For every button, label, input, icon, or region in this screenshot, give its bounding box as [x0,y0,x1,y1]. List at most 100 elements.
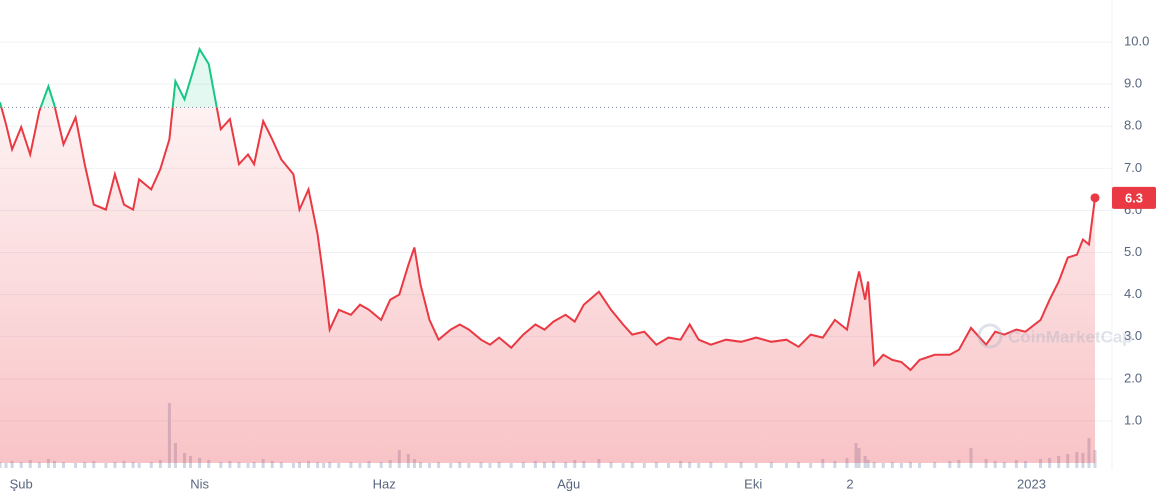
volume-bar [322,463,326,468]
y-tick-label: 9.0 [1124,76,1142,91]
volume-bar [237,462,241,468]
x-tick-label: Haz [373,476,396,491]
volume-bar [291,463,295,468]
volume-bar [552,461,556,468]
volume-bar [918,463,922,468]
x-tick-label: 2023 [1017,476,1046,491]
volume-bar [479,462,483,468]
volume-bar [428,463,432,468]
x-tick-label: Şub [10,476,33,491]
volume-bar [821,459,825,468]
volume-bar [28,460,32,468]
x-tick-label: 2 [846,476,853,491]
above-group [0,46,218,108]
area-down [0,107,1095,463]
volume-bar [784,463,788,468]
volume-bar [564,462,568,468]
volume-bar [449,463,453,468]
volume-bar [642,463,646,468]
volume-bar [497,462,501,468]
volume-bar [246,463,250,468]
volume-bar [933,462,937,468]
volume-bar [509,463,513,468]
last-point [1090,193,1100,203]
volume-bar [542,462,546,468]
volume-bar [709,462,713,468]
volume-bar [367,461,371,468]
volume-bar [573,460,577,468]
volume-bar [797,462,801,468]
y-tick-label: 2.0 [1124,370,1142,385]
volume-bar [261,459,265,468]
volume-bar [724,463,728,468]
area-up [0,49,217,108]
volume-bar [297,462,301,468]
volume-bar [458,462,462,468]
volume-bar [908,462,912,468]
volume-bar [104,463,108,468]
volume-bar [621,463,625,468]
volume-bar [890,462,894,468]
x-tick-label: Nis [190,476,209,491]
volume-bar [899,463,903,468]
volume-bar [149,462,153,468]
volume-bar [337,463,341,468]
x-tick-label: Ağu [557,476,580,491]
volume-bar [349,462,353,468]
volume-bar [521,462,525,468]
y-tick-label: 3.0 [1124,328,1142,343]
volume-bar [666,463,670,468]
volume-bar [52,461,56,468]
volume-bar [228,461,232,468]
volume-bar [993,461,997,468]
volume-bar [62,462,66,468]
y-tick-label: 1.0 [1124,412,1142,427]
volume-bar [19,462,23,468]
volume-bar [437,462,441,468]
volume-bar [270,461,274,468]
volume-bar [769,462,773,468]
volume-bar [137,463,141,468]
volume-bar [219,462,223,468]
volume-bar [1023,461,1027,468]
below-group [0,107,1096,463]
volume-bar [418,462,422,468]
y-tick-label: 4.0 [1124,286,1142,301]
volume-bar [358,463,362,468]
volume-bar [582,461,586,468]
volume-bar [158,460,162,468]
y-tick-label: 10.0 [1124,34,1149,49]
volume-bar [92,461,96,468]
watermark: CoinMarketCap [977,323,1133,349]
line-down [0,107,1096,372]
volume-bar [881,463,885,468]
volume-bar [83,462,87,468]
volume-bar [379,462,383,468]
price-tag-label: 6.3 [1125,190,1143,205]
volume-bar [467,463,471,468]
volume-bar [1002,462,1006,468]
volume-bar [1039,459,1043,468]
volume-bar [37,462,41,468]
watermark-text: CoinMarketCap [1008,327,1133,346]
volume-bar [630,462,634,468]
volume-bar [46,459,50,468]
volume-bar [122,461,126,468]
volume-bar [412,459,416,468]
y-tick-label: 5.0 [1124,244,1142,259]
volume-bar [113,462,117,468]
volume-bar [957,460,961,468]
volume-bar [809,463,813,468]
volume-bar [10,461,14,468]
volume-bar [279,462,283,468]
volume-bar [739,462,743,468]
y-tick-label: 8.0 [1124,118,1142,133]
volume-bar [131,462,135,468]
volume-bar [866,460,870,468]
volume-bar [0,462,2,468]
volume-bar [316,462,320,468]
volume-bar [4,463,8,468]
volume-bar [74,463,78,468]
volume-bar [533,461,537,468]
volume-bar [872,462,876,468]
